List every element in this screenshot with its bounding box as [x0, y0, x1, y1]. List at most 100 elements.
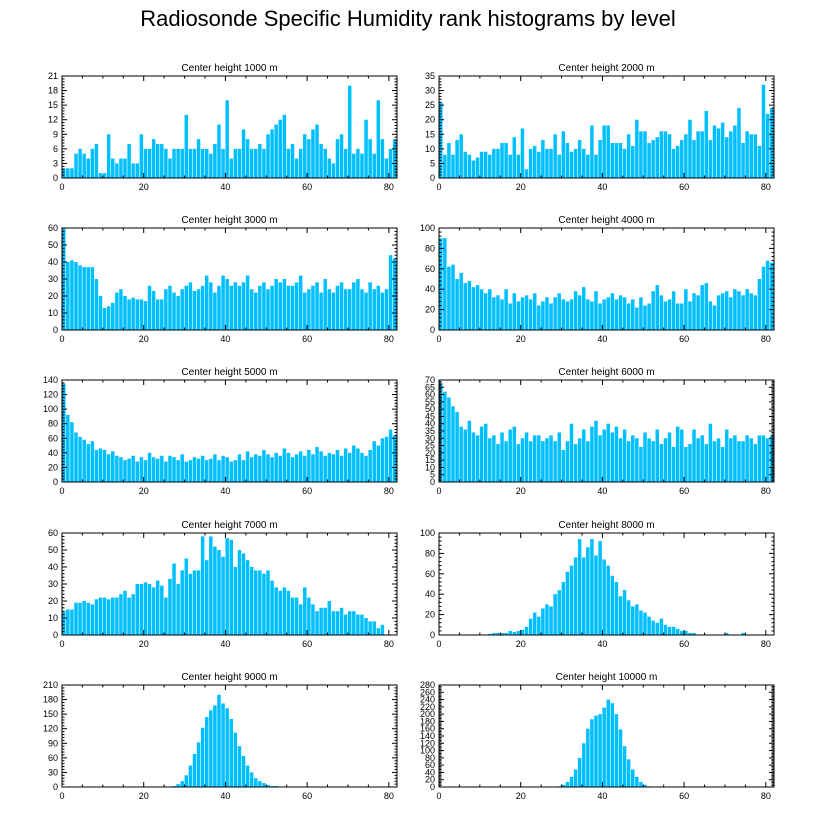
histogram-bar: [274, 124, 278, 178]
histogram-bar: [98, 173, 103, 178]
histogram-bar: [524, 432, 529, 482]
histogram-bar: [315, 282, 319, 330]
histogram-bar: [500, 143, 504, 178]
x-tick-label: 0: [436, 639, 441, 649]
histogram-bar: [82, 153, 86, 178]
histogram-bar: [635, 307, 639, 330]
histogram-bar: [561, 784, 566, 787]
histogram-bar: [82, 601, 86, 635]
histogram-bar: [229, 539, 233, 635]
y-tick-label: 5: [430, 158, 435, 168]
histogram-bar: [594, 420, 598, 482]
histogram-bar: [573, 557, 578, 635]
histogram-bar: [586, 299, 590, 330]
histogram-panel: Center height 1000 m 0 20 40 60 80 0 3 6 9 12 15 18 2…: [48, 63, 398, 192]
x-tick-label: 80: [384, 182, 394, 192]
histogram-bar: [532, 435, 537, 482]
histogram-bar: [622, 297, 627, 330]
x-tick-label: 0: [436, 791, 441, 801]
histogram-bar: [221, 455, 225, 482]
histogram-bar: [696, 295, 700, 330]
histogram-bar: [545, 604, 549, 635]
histogram-bar: [459, 426, 463, 482]
histogram-bar: [643, 612, 647, 635]
histogram-bar: [217, 460, 221, 482]
histogram-bar: [127, 458, 131, 482]
histogram-bar: [196, 570, 201, 635]
histogram-bar: [229, 285, 233, 330]
histogram-bar: [512, 137, 517, 178]
histogram-bar: [258, 781, 262, 787]
histogram-bar: [151, 290, 156, 330]
histogram-bar: [368, 282, 372, 330]
y-tick-label: 120: [43, 390, 58, 400]
histogram-bar: [200, 148, 205, 178]
histogram-bar: [102, 597, 107, 635]
histogram-panel: Center height 7000 m 0 20 40 60 80 0 10 20 30 40 50…: [48, 520, 398, 649]
histogram-bar: [200, 455, 205, 482]
histogram-bar: [765, 438, 770, 482]
histogram-bar: [192, 570, 197, 635]
x-tick-label: 20: [139, 334, 149, 344]
histogram-bar: [115, 292, 119, 330]
histogram-bar: [590, 539, 594, 635]
histogram-bar: [475, 285, 480, 330]
histogram-bar: [508, 154, 512, 178]
y-tick-label: 60: [48, 223, 58, 233]
histogram-bar: [737, 441, 741, 482]
histogram-bar: [115, 455, 119, 482]
histogram-bar: [106, 454, 111, 482]
histogram-bar: [274, 452, 278, 482]
histogram-bar: [590, 426, 594, 482]
histogram-bar: [618, 729, 623, 787]
histogram-bar: [352, 282, 356, 330]
histogram-bar: [488, 438, 492, 482]
histogram-bar: [319, 144, 323, 178]
histogram-bar: [765, 113, 770, 178]
histogram-bar: [753, 295, 758, 330]
histogram-bar: [147, 285, 152, 330]
histogram-bar: [217, 550, 221, 635]
histogram-bar: [724, 291, 729, 330]
histogram-bar: [614, 581, 619, 635]
histogram-bar: [180, 454, 184, 482]
histogram-bar: [180, 148, 184, 178]
y-tick-label: 40: [48, 448, 58, 458]
y-tick-label: 6: [53, 144, 58, 154]
histogram-bar: [520, 438, 525, 482]
y-tick-label: 0: [430, 325, 435, 335]
histogram-bar: [241, 282, 246, 330]
histogram-bar: [102, 449, 107, 482]
histogram-bar: [98, 597, 103, 635]
histogram-bar: [516, 154, 521, 178]
histogram-bar: [262, 783, 266, 787]
histogram-bar: [155, 580, 160, 635]
histogram-bar: [188, 460, 193, 482]
y-tick-label: 60: [425, 390, 435, 400]
x-tick-label: 20: [139, 486, 149, 496]
x-tick-label: 0: [59, 486, 64, 496]
histogram-bar: [331, 611, 336, 635]
histogram-bar: [98, 448, 103, 482]
histogram-bar: [315, 447, 319, 482]
histogram-bar: [573, 291, 578, 330]
histogram-bar: [475, 435, 480, 482]
histogram-bar: [622, 148, 627, 178]
histogram-bar: [618, 438, 623, 482]
histogram-bar: [553, 297, 557, 330]
y-tick-label: 0: [53, 477, 58, 487]
histogram-bar: [504, 632, 508, 635]
histogram-bar: [594, 291, 598, 330]
histogram-bar: [298, 451, 303, 482]
histogram-bar: [102, 173, 107, 178]
histogram-bar: [504, 441, 508, 482]
histogram-bar: [70, 260, 74, 330]
histogram-bar: [680, 303, 684, 330]
histogram-bar: [213, 292, 217, 330]
histogram-bar: [258, 455, 262, 482]
histogram-bar: [139, 134, 144, 178]
histogram-bar: [496, 148, 500, 178]
histogram-bar: [78, 436, 82, 482]
histogram-bar: [688, 301, 692, 330]
histogram-bar: [286, 590, 291, 635]
